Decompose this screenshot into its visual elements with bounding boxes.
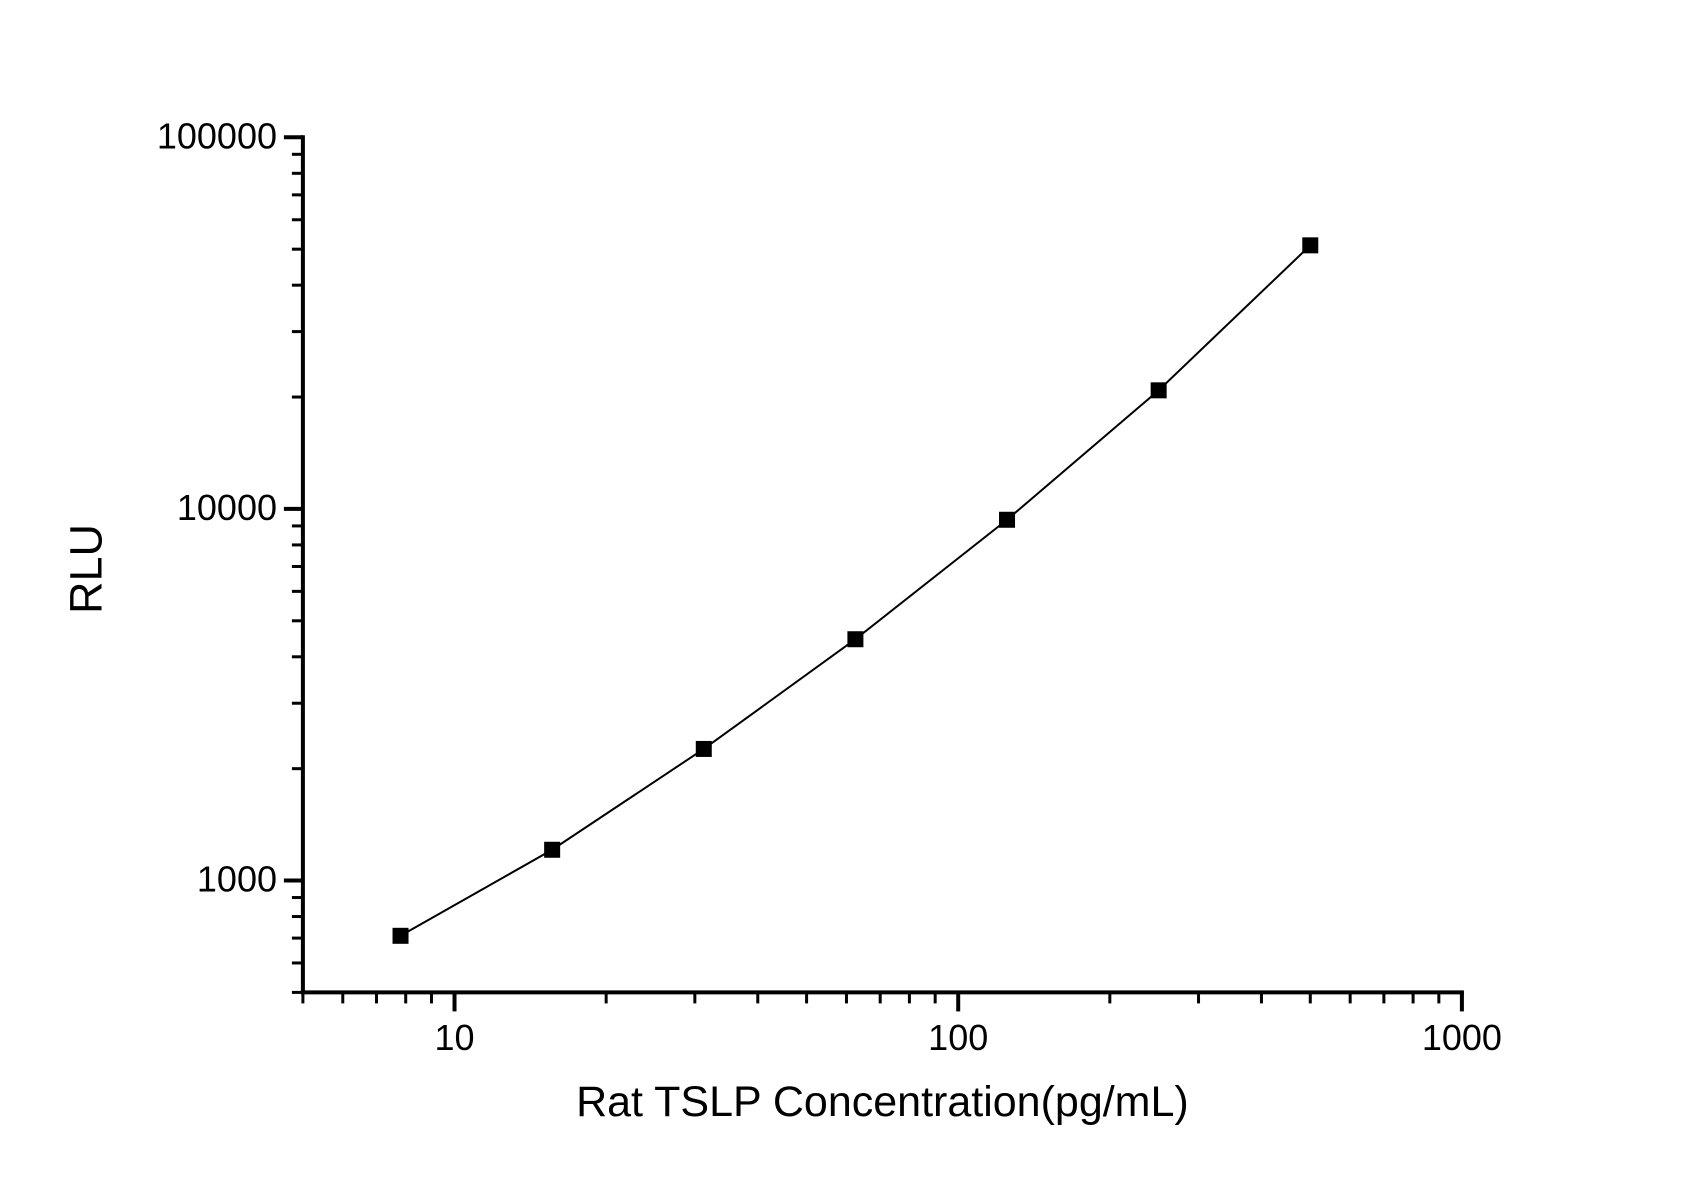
data-point-marker [847,631,864,648]
series-line [400,244,1311,937]
x-tick-label: 1000 [1422,1017,1502,1058]
tick-labels: 10 100 1000 1000 10000 100000 [157,115,1502,1058]
y-tick-label: 100000 [157,115,277,156]
y-tick-label: 1000 [197,859,277,900]
x-tick-label: 10 [435,1017,475,1058]
axis-lines [300,135,1464,995]
data-point-marker [392,927,409,944]
y-tick-label: 10000 [177,487,277,528]
data-point-marker [999,511,1016,528]
data-point-marker [544,841,561,858]
data-point-marker [1302,237,1319,254]
y-axis-title: RLU [61,524,112,614]
x-tick-label: 100 [928,1017,988,1058]
data-point-marker [1150,382,1167,399]
data-series [392,237,1319,944]
x-axis-title: Rat TSLP Concentration(pg/mL) [576,1078,1189,1126]
data-point-marker [695,740,712,757]
